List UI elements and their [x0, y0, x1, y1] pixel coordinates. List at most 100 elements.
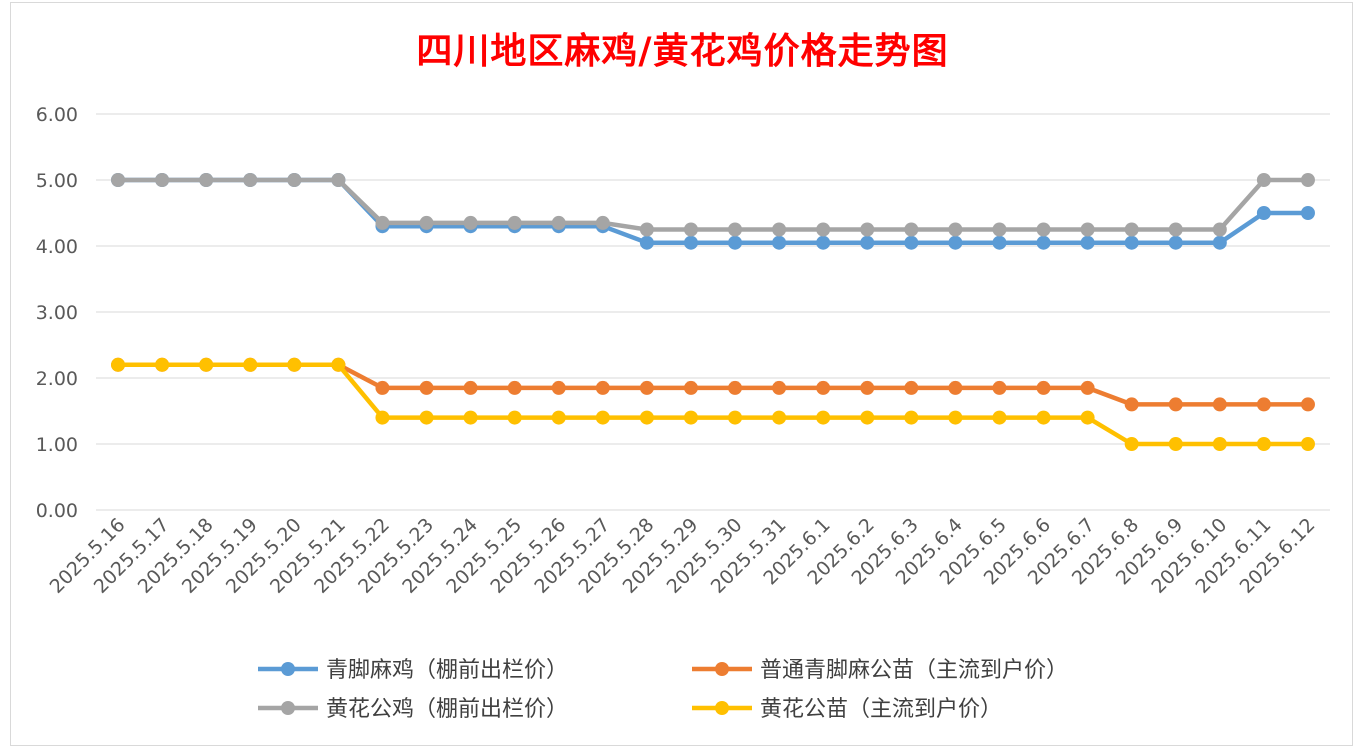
data-point — [1124, 235, 1139, 250]
data-point — [860, 222, 875, 237]
data-point — [816, 235, 831, 250]
data-point — [1300, 397, 1315, 412]
data-point — [1256, 173, 1271, 187]
data-point — [419, 215, 434, 230]
y-tick-label: 5.00 — [36, 170, 78, 192]
data-point — [904, 222, 919, 237]
data-point — [1212, 397, 1227, 412]
data-point — [816, 410, 831, 425]
legend-swatch-marker — [715, 662, 729, 676]
data-point — [551, 410, 566, 425]
data-point — [419, 410, 434, 425]
gridlines — [96, 113, 1330, 511]
legend-item: 黄花公鸡（棚前出栏价） — [258, 697, 568, 722]
chart-frame — [10, 2, 1353, 746]
data-point — [199, 357, 214, 372]
legend-item: 普通青脚麻公苗（主流到户价） — [692, 658, 1068, 683]
data-point — [948, 235, 963, 250]
data-point — [287, 357, 302, 372]
y-tick-label: 4.00 — [36, 236, 78, 258]
series-3 — [111, 357, 1315, 451]
legend-swatch-marker — [281, 662, 295, 676]
data-point — [683, 380, 698, 395]
y-tick-label: 2.00 — [36, 368, 78, 390]
data-point — [1300, 173, 1315, 187]
data-point — [728, 235, 743, 250]
data-point — [1168, 222, 1183, 237]
data-point — [639, 235, 654, 250]
data-point — [155, 173, 170, 187]
data-point — [683, 235, 698, 250]
data-point — [1036, 380, 1051, 395]
legend-label: 青脚麻鸡（棚前出栏价） — [326, 658, 568, 683]
data-point — [1080, 380, 1095, 395]
legend-label: 黄花公苗（主流到户价） — [760, 697, 1002, 722]
data-point — [683, 410, 698, 425]
data-point — [1300, 437, 1315, 451]
data-point — [507, 410, 522, 425]
data-point — [331, 357, 346, 372]
data-point — [992, 222, 1007, 237]
legend: 青脚麻鸡（棚前出栏价） 普通青脚麻公苗（主流到户价） 黄花公鸡（棚前出栏价） 黄花公苗… — [258, 658, 1068, 722]
legend-item: 青脚麻鸡（棚前出栏价） — [258, 658, 568, 683]
data-point — [904, 380, 919, 395]
data-point — [1256, 437, 1271, 451]
data-point — [948, 410, 963, 425]
data-point — [1212, 222, 1227, 237]
legend-label: 普通青脚麻公苗（主流到户价） — [760, 658, 1068, 683]
series-line — [115, 362, 1311, 447]
data-point — [375, 215, 390, 230]
data-point — [155, 357, 170, 372]
data-point — [463, 380, 478, 395]
data-point — [595, 410, 610, 425]
data-point — [375, 410, 390, 425]
data-point — [639, 410, 654, 425]
data-point — [816, 222, 831, 237]
data-point — [639, 222, 654, 237]
data-point — [728, 410, 743, 425]
data-point — [419, 380, 434, 395]
data-point — [683, 222, 698, 237]
y-tick-label: 6.00 — [36, 104, 78, 126]
data-point — [772, 410, 787, 425]
x-axis-ticks: 2025.5.162025.5.172025.5.182025.5.192025… — [46, 514, 1320, 598]
y-tick-label: 0.00 — [36, 500, 78, 522]
data-point — [1036, 235, 1051, 250]
data-point — [860, 380, 875, 395]
data-point — [728, 380, 743, 395]
chart-title: 四川地区麻鸡/黄花鸡价格走势图 — [416, 30, 949, 72]
data-point — [772, 235, 787, 250]
legend-swatch-marker — [715, 701, 729, 715]
legend-swatch-marker — [281, 701, 295, 715]
data-point — [111, 357, 126, 372]
data-point — [1080, 222, 1095, 237]
data-point — [287, 173, 302, 187]
data-point — [1212, 235, 1227, 250]
data-point — [243, 173, 258, 187]
data-point — [1168, 235, 1183, 250]
data-point — [243, 357, 258, 372]
series-line — [115, 177, 1311, 232]
data-point — [904, 410, 919, 425]
data-point — [816, 380, 831, 395]
data-point — [1124, 222, 1139, 237]
data-point — [331, 173, 346, 187]
legend-label: 黄花公鸡（棚前出栏价） — [326, 697, 568, 722]
y-tick-label: 1.00 — [36, 434, 78, 456]
data-point — [375, 380, 390, 395]
data-point — [1168, 397, 1183, 412]
data-point — [1256, 206, 1271, 220]
data-point — [595, 380, 610, 395]
data-point — [904, 235, 919, 250]
data-point — [1212, 437, 1227, 451]
data-point — [1168, 437, 1183, 451]
data-point — [111, 173, 126, 187]
data-point — [948, 380, 963, 395]
data-point — [551, 215, 566, 230]
data-point — [1080, 410, 1095, 425]
data-point — [948, 222, 963, 237]
data-point — [860, 235, 875, 250]
data-point — [772, 222, 787, 237]
y-axis-ticks: 0.00 1.00 2.00 3.00 4.00 5.00 6.00 — [36, 104, 78, 522]
